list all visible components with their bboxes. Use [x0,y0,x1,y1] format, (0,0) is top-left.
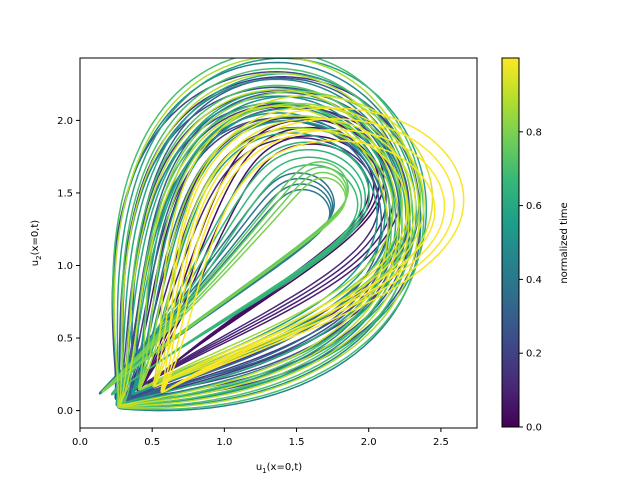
colorbar-tick-label: 0.2 [526,349,542,360]
trajectory-segment [111,71,422,401]
x-axis-label: u1(x=0,t) [256,462,302,475]
trajectory-segment [120,67,414,408]
colorbar-tick-label: 0.0 [526,423,542,434]
trajectory-segment [112,58,425,411]
trajectory-segment [161,118,455,393]
trajectory-segment [102,171,348,394]
trajectory-segment [162,139,436,392]
x-axis-ticks: 0.0 0.5 1.0 1.5 2.0 2.5 [72,428,449,448]
y-tick-label: 1.0 [57,261,73,272]
colorbar-label: normalized time [559,202,570,283]
trajectory-lines [98,58,465,412]
colorbar-frame [501,57,520,428]
colorbar-gradient [502,58,519,427]
y-tick-label: 0.5 [57,334,73,345]
trajectory-segment [117,117,389,398]
trajectory-segment [113,58,420,409]
y-tick-label: 0.0 [57,406,73,417]
x-tick-label: 2.0 [361,437,377,448]
trajectory-segment [138,102,413,391]
x-tick-label: 0.0 [72,437,88,448]
colorbar: 0.0 0.2 0.4 0.6 0.8 normalized time [501,57,570,434]
y-tick-label: 2.0 [57,116,73,127]
y-tick-label: 1.5 [57,188,73,199]
trajectory-segment [137,143,370,395]
x-tick-label: 0.5 [144,437,160,448]
y-axis-label: u2(x=0,t) [30,220,43,266]
colorbar-tick-label: 0.4 [526,275,542,286]
colorbar-tick-label: 0.6 [526,201,542,212]
trajectory-segment [162,128,446,393]
plot-frame [79,57,478,429]
trajectory-segment [160,107,465,393]
trajectory-segment [115,86,411,400]
x-tick-label: 1.0 [216,437,232,448]
x-tick-label: 1.5 [289,437,305,448]
trajectory-segment [140,127,394,390]
colorbar-ticks: 0.0 0.2 0.4 0.6 0.8 [519,127,542,434]
trajectory-segment [119,88,400,407]
trajectory-segment [118,72,410,408]
trajectory-segment [101,166,349,393]
y-axis-ticks: 0.0 0.5 1.0 1.5 2.0 [57,116,80,417]
colorbar-tick-label: 0.8 [526,127,542,138]
plot-area: 0.0 0.5 1.0 1.5 2.0 2.5 0.0 0.5 1.0 1.5 2.0 [57,57,478,448]
x-tick-label: 2.5 [433,437,449,448]
trajectory-segment [139,115,403,390]
trajectory-segment [120,105,389,406]
